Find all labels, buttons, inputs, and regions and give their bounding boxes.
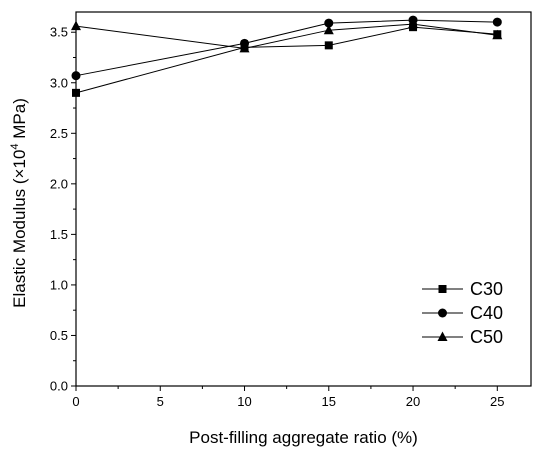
x-tick-label: 15 bbox=[322, 394, 336, 409]
y-tick-label: 2.5 bbox=[50, 126, 68, 141]
legend-item-c40: C40 bbox=[422, 303, 503, 323]
data-point-c50 bbox=[408, 18, 419, 29]
y-tick-label: 0.5 bbox=[50, 328, 68, 343]
data-point-c30 bbox=[324, 41, 333, 50]
y-axis-title-main: Elastic Modulus (×10 bbox=[10, 150, 29, 308]
legend-marker-c40 bbox=[438, 308, 447, 318]
x-tick-label: 0 bbox=[72, 394, 79, 409]
series-line-c30 bbox=[75, 26, 498, 94]
data-point-c40 bbox=[71, 71, 81, 81]
axes bbox=[75, 11, 532, 387]
data-point-c50 bbox=[492, 29, 503, 40]
x-tick-label: 10 bbox=[237, 394, 251, 409]
x-tick-label: 25 bbox=[490, 394, 504, 409]
legend-item-c50: C50 bbox=[422, 327, 503, 347]
series-line-c40 bbox=[75, 19, 498, 77]
legend-marker-c50 bbox=[437, 331, 448, 341]
x-tick-label: 5 bbox=[157, 394, 164, 409]
y-tick-label: 3.0 bbox=[50, 75, 68, 90]
legend-item-c30: C30 bbox=[422, 279, 503, 299]
legend-label-c50: C50 bbox=[470, 327, 503, 347]
plot-frame bbox=[75, 11, 532, 387]
data-point-c40 bbox=[492, 17, 502, 27]
legend-marker-c30 bbox=[438, 285, 447, 293]
y-tick-label: 0.0 bbox=[50, 379, 68, 394]
data-point-c40 bbox=[324, 18, 334, 28]
x-tick-label: 20 bbox=[406, 394, 420, 409]
y-tick-label: 2.0 bbox=[50, 176, 68, 191]
y-axis-title-exponent: 4 bbox=[9, 143, 21, 149]
data-point-c30 bbox=[72, 88, 80, 97]
y-axis-ticks: 0.0 0.5 1.0 1.5 2.0 2.5 3.0 3.5 bbox=[50, 25, 76, 394]
legend-label-c40: C40 bbox=[470, 303, 503, 323]
data-point-c50 bbox=[323, 24, 334, 35]
y-tick-label: 3.5 bbox=[50, 25, 68, 40]
y-tick-label: 1.5 bbox=[50, 227, 68, 242]
y-axis-title: Elastic Modulus (×104 MPa) bbox=[9, 98, 29, 308]
y-tick-label: 1.0 bbox=[50, 277, 68, 292]
legend: C30 C40 C50 bbox=[422, 279, 503, 347]
data-point-c50 bbox=[239, 42, 250, 53]
series-line-c50 bbox=[75, 23, 498, 49]
x-axis-ticks: 0 5 10 15 20 25 bbox=[72, 386, 505, 409]
series-c40 bbox=[71, 15, 502, 81]
legend-label-c30: C30 bbox=[470, 279, 503, 299]
y-axis-title-unit: MPa) bbox=[10, 98, 29, 143]
data-point-c50 bbox=[71, 20, 81, 31]
series-layer bbox=[71, 15, 503, 97]
x-axis-title: Post-filling aggregate ratio (%) bbox=[189, 428, 418, 447]
series-c50 bbox=[71, 18, 503, 53]
